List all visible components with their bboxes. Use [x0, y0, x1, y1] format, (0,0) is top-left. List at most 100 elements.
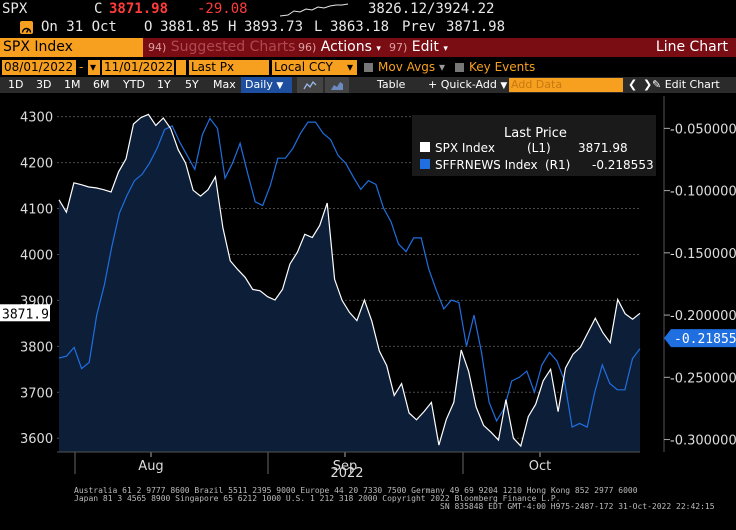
- open-price: 3881.85: [160, 19, 220, 35]
- title-bar: SPX Index 94) Suggested Charts 96) Actio…: [0, 38, 736, 57]
- period-3d[interactable]: 3D: [36, 78, 52, 91]
- add-data-input[interactable]: Add Data: [509, 78, 623, 92]
- pencil-icon: ✎: [652, 78, 662, 91]
- chart-type-label: Line Chart: [655, 39, 728, 55]
- caret-down-icon: ▼: [276, 81, 284, 91]
- right-tick-label: -0.100000: [670, 185, 736, 200]
- edit-chart-button[interactable]: ✎ Edit Chart: [652, 77, 720, 93]
- close-price: 3871.98: [109, 1, 169, 17]
- date-range-toggle[interactable]: ▾: [88, 60, 100, 75]
- date-separator: -: [79, 60, 84, 74]
- chart-legend: Last Price SPX Index (L1) 3871.98 SFFRNE…: [412, 115, 656, 176]
- period-1m[interactable]: 1M: [64, 78, 81, 91]
- quick-add-label: Quick-Add: [440, 78, 497, 91]
- spx-last-value: 3871.98: [2, 307, 57, 322]
- spx-last-marker: 3871.98: [0, 304, 57, 322]
- suggested-charts-button[interactable]: 94) Suggested Charts: [148, 38, 295, 57]
- mov-avgs-label[interactable]: Mov Avgs: [378, 60, 436, 74]
- security-field[interactable]: SPX Index: [0, 38, 143, 57]
- legend-swatch-sffrnews: [420, 159, 430, 169]
- right-tick-label: -0.300000: [670, 434, 736, 449]
- spx-last-box: [0, 304, 50, 322]
- actions-label: Actions: [320, 39, 372, 55]
- currency-value: Local CCY: [274, 60, 333, 74]
- actions-number: 96): [298, 41, 317, 54]
- spx-area-fill: [59, 114, 640, 453]
- period-max[interactable]: Max: [213, 78, 236, 91]
- edit-menu[interactable]: 97) Edit ▾: [389, 38, 448, 57]
- high-price: 3893.73: [244, 19, 304, 35]
- mov-avgs-checkbox[interactable]: [364, 63, 373, 72]
- left-tick-label: 4100: [20, 203, 53, 218]
- field-selector[interactable]: Last Px: [189, 60, 269, 75]
- footer-line-1: Australia 61 2 9777 8600 Brazil 5511 239…: [74, 486, 638, 495]
- period-6m[interactable]: 6M: [93, 78, 110, 91]
- x-tick-label: Aug: [138, 459, 163, 474]
- gauge-icon: [20, 21, 33, 34]
- low-label: L: [314, 19, 323, 35]
- table-button[interactable]: Table: [377, 78, 406, 91]
- period-5y[interactable]: 5Y: [185, 78, 199, 91]
- legend-name-spx: SPX Index: [435, 141, 495, 155]
- currency-selector[interactable]: Local CCY: [272, 60, 346, 75]
- sffrnews-series-line: [58, 117, 641, 428]
- left-tick-label: 4000: [20, 248, 53, 263]
- x-axis: Aug Sep Oct: [57, 451, 640, 474]
- frequency-selector[interactable]: Daily ▼: [241, 77, 292, 93]
- edit-chart-label: Edit Chart: [664, 78, 720, 91]
- line-chart-icon[interactable]: [297, 77, 323, 93]
- sffrnews-last-marker: -0.218553: [664, 329, 736, 348]
- end-date-spacer: [176, 60, 186, 75]
- sffrnews-last-value: -0.218553: [674, 332, 736, 347]
- plus-icon: +: [428, 78, 438, 91]
- low-price: 3863.18: [330, 19, 390, 35]
- key-events-label[interactable]: Key Events: [469, 60, 536, 74]
- x-tick-label: Oct: [529, 459, 551, 474]
- suggested-charts-number: 94): [148, 41, 167, 54]
- close-label: C: [94, 1, 103, 17]
- period-1d[interactable]: 1D: [8, 78, 24, 91]
- field-value: Last Px: [191, 60, 235, 74]
- left-tick-label: 3800: [20, 340, 53, 355]
- caret-down-icon: ▾: [376, 44, 381, 54]
- period-ytd[interactable]: YTD: [123, 78, 145, 91]
- right-tick-label: -0.150000: [670, 247, 736, 262]
- legend-value-sffrnews: -0.218553: [592, 158, 654, 172]
- period-toolbar: 1D 3D 1M 6M YTD 1Y 5Y Max Daily ▼ Table …: [0, 77, 736, 93]
- footer-line-3: SN 835848 EDT GMT-4:00 H975-2487-172 31-…: [440, 502, 715, 511]
- collapse-right-icon[interactable]: ❯: [643, 78, 653, 91]
- actions-menu[interactable]: 96) Actions ▾: [298, 38, 381, 57]
- start-date-field[interactable]: 08/01/2022: [2, 60, 76, 75]
- x-axis-year: 2022: [330, 466, 363, 481]
- footer-line-2: Japan 81 3 4565 8900 Singapore 65 6212 1…: [74, 494, 561, 503]
- footer: Australia 61 2 9777 8600 Brazil 5511 239…: [0, 486, 736, 530]
- mov-avgs-caret-icon[interactable]: ▾: [439, 60, 446, 74]
- ticker: SPX: [2, 1, 28, 17]
- chart-style-icon[interactable]: [325, 77, 349, 93]
- day-range: 3826.12/3924.22: [368, 1, 495, 17]
- legend-code-sffrnews: (R1): [545, 158, 570, 172]
- end-date-field[interactable]: 11/01/2022: [102, 60, 174, 75]
- legend-code-spx: (L1): [527, 141, 551, 155]
- left-tick-label: 4300: [20, 111, 53, 126]
- collapse-left-icon[interactable]: ❮: [628, 78, 638, 91]
- frequency-value: Daily: [245, 78, 273, 91]
- legend-title: Last Price: [504, 126, 567, 141]
- intraday-sparkline: [280, 3, 349, 17]
- currency-dropdown-icon[interactable]: ▾: [346, 60, 357, 75]
- key-events-checkbox[interactable]: [455, 63, 464, 72]
- price-change: -29.08: [197, 1, 248, 17]
- edit-number: 97): [389, 41, 408, 54]
- period-1y[interactable]: 1Y: [157, 78, 171, 91]
- quick-add-button[interactable]: + Quick-Add ▼: [428, 77, 507, 93]
- right-tick-label: -0.250000: [670, 371, 736, 386]
- spx-series-line: [58, 113, 641, 448]
- edit-label: Edit: [411, 39, 439, 55]
- quote-line: SPX C 3871.98 -29.08 3826.12/3924.22 On …: [0, 0, 736, 38]
- left-tick-label: 3600: [20, 432, 53, 447]
- chart-parameters: 08/01/2022 - ▾ 11/01/2022 Last Px Local …: [0, 59, 736, 77]
- high-label: H: [228, 19, 237, 35]
- quote-date: On 31 Oct: [41, 19, 117, 35]
- legend-swatch-spx: [420, 142, 430, 152]
